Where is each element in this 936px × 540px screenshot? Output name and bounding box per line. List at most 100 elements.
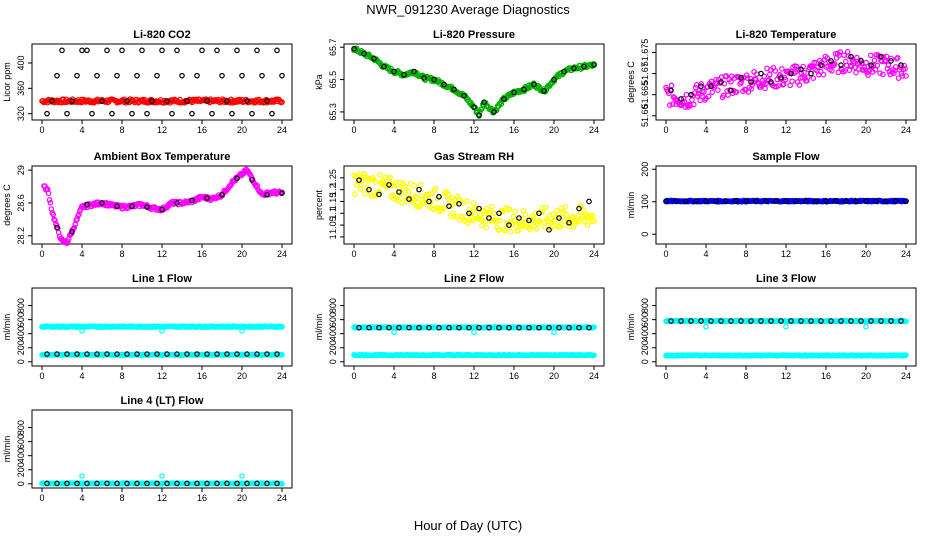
data-point bbox=[279, 351, 285, 358]
x-tick-label: 24 bbox=[277, 125, 287, 135]
y-tick-label: 51.66 bbox=[640, 105, 650, 128]
data-point bbox=[189, 197, 195, 204]
data-point bbox=[481, 99, 487, 106]
data-point bbox=[362, 190, 368, 197]
data-point bbox=[863, 323, 869, 330]
data-point bbox=[224, 351, 230, 357]
data-point bbox=[214, 480, 220, 487]
data-point bbox=[818, 318, 824, 324]
series-2 bbox=[356, 177, 592, 233]
series-2 bbox=[663, 198, 909, 204]
data-point bbox=[59, 47, 65, 54]
data-point bbox=[448, 202, 455, 209]
panel-title: Line 3 Flow bbox=[756, 273, 816, 285]
data-point bbox=[738, 74, 744, 81]
data-point bbox=[134, 72, 140, 79]
data-point bbox=[234, 47, 240, 54]
data-point bbox=[669, 101, 676, 107]
y-axis-label: Licor ppm bbox=[2, 62, 12, 102]
data-point bbox=[683, 91, 690, 98]
data-point bbox=[416, 203, 423, 210]
y-tick-label: 0 bbox=[640, 232, 650, 237]
x-tick-label: 12 bbox=[781, 371, 791, 381]
data-point bbox=[391, 68, 397, 75]
data-point bbox=[888, 318, 894, 324]
x-tick-label: 12 bbox=[157, 125, 167, 135]
data-point bbox=[174, 480, 180, 487]
x-tick-label: 12 bbox=[469, 249, 479, 259]
data-point bbox=[527, 226, 533, 233]
data-point bbox=[881, 58, 888, 65]
data-point bbox=[902, 65, 908, 72]
data-point bbox=[591, 352, 597, 359]
data-point bbox=[713, 198, 719, 204]
data-point bbox=[154, 351, 160, 357]
data-point bbox=[386, 324, 392, 331]
data-point bbox=[692, 84, 699, 91]
data-point bbox=[417, 181, 424, 188]
data-point bbox=[469, 217, 476, 223]
data-point bbox=[483, 224, 490, 231]
data-point bbox=[586, 198, 592, 205]
data-point bbox=[104, 47, 110, 54]
data-point bbox=[542, 224, 548, 230]
x-tick-label: 16 bbox=[509, 249, 519, 259]
data-point bbox=[44, 351, 50, 357]
data-point bbox=[426, 324, 432, 331]
data-point bbox=[279, 190, 285, 196]
y-tick-label: 100 bbox=[640, 194, 650, 209]
data-point bbox=[556, 215, 562, 221]
x-tick-label: 0 bbox=[39, 493, 44, 503]
data-point bbox=[871, 57, 878, 64]
data-point bbox=[279, 99, 285, 105]
data-point bbox=[69, 98, 75, 104]
data-point bbox=[571, 65, 577, 72]
series-2 bbox=[351, 46, 597, 118]
data-point bbox=[359, 177, 366, 184]
data-point bbox=[476, 205, 482, 212]
data-point bbox=[432, 185, 439, 192]
data-point bbox=[878, 318, 884, 324]
data-point bbox=[429, 190, 435, 197]
x-tick-label: 24 bbox=[901, 249, 911, 259]
data-point bbox=[718, 79, 724, 85]
data-point bbox=[274, 351, 280, 357]
data-point bbox=[47, 199, 54, 206]
x-tick-label: 0 bbox=[351, 249, 356, 259]
data-point bbox=[553, 213, 559, 220]
data-point bbox=[406, 196, 412, 202]
data-point bbox=[433, 205, 440, 211]
data-point bbox=[64, 351, 70, 357]
x-tick-label: 24 bbox=[277, 371, 287, 381]
data-point bbox=[516, 324, 522, 331]
data-point bbox=[899, 73, 906, 79]
x-tick-label: 4 bbox=[79, 493, 84, 503]
data-point bbox=[506, 206, 513, 213]
data-point bbox=[844, 48, 851, 55]
data-point bbox=[479, 222, 485, 229]
data-point bbox=[491, 210, 497, 217]
data-point bbox=[447, 213, 454, 219]
data-point bbox=[768, 318, 774, 324]
data-point bbox=[591, 324, 597, 330]
data-point bbox=[701, 88, 707, 95]
data-point bbox=[79, 47, 85, 54]
data-point bbox=[114, 203, 120, 210]
data-point bbox=[903, 352, 909, 358]
x-tick-label: 8 bbox=[743, 249, 748, 259]
data-point bbox=[50, 211, 56, 218]
data-point bbox=[709, 89, 716, 95]
data-point bbox=[678, 318, 684, 324]
data-point bbox=[64, 110, 70, 117]
y-tick-label: 600 bbox=[16, 312, 26, 327]
data-point bbox=[549, 223, 556, 230]
series-1 bbox=[663, 48, 909, 110]
data-point bbox=[209, 110, 215, 117]
y-tick-label: 51.675 bbox=[640, 39, 650, 67]
data-point bbox=[576, 324, 582, 331]
data-point bbox=[516, 215, 522, 221]
data-point bbox=[244, 480, 250, 487]
data-point bbox=[124, 480, 130, 487]
data-point bbox=[533, 225, 540, 232]
